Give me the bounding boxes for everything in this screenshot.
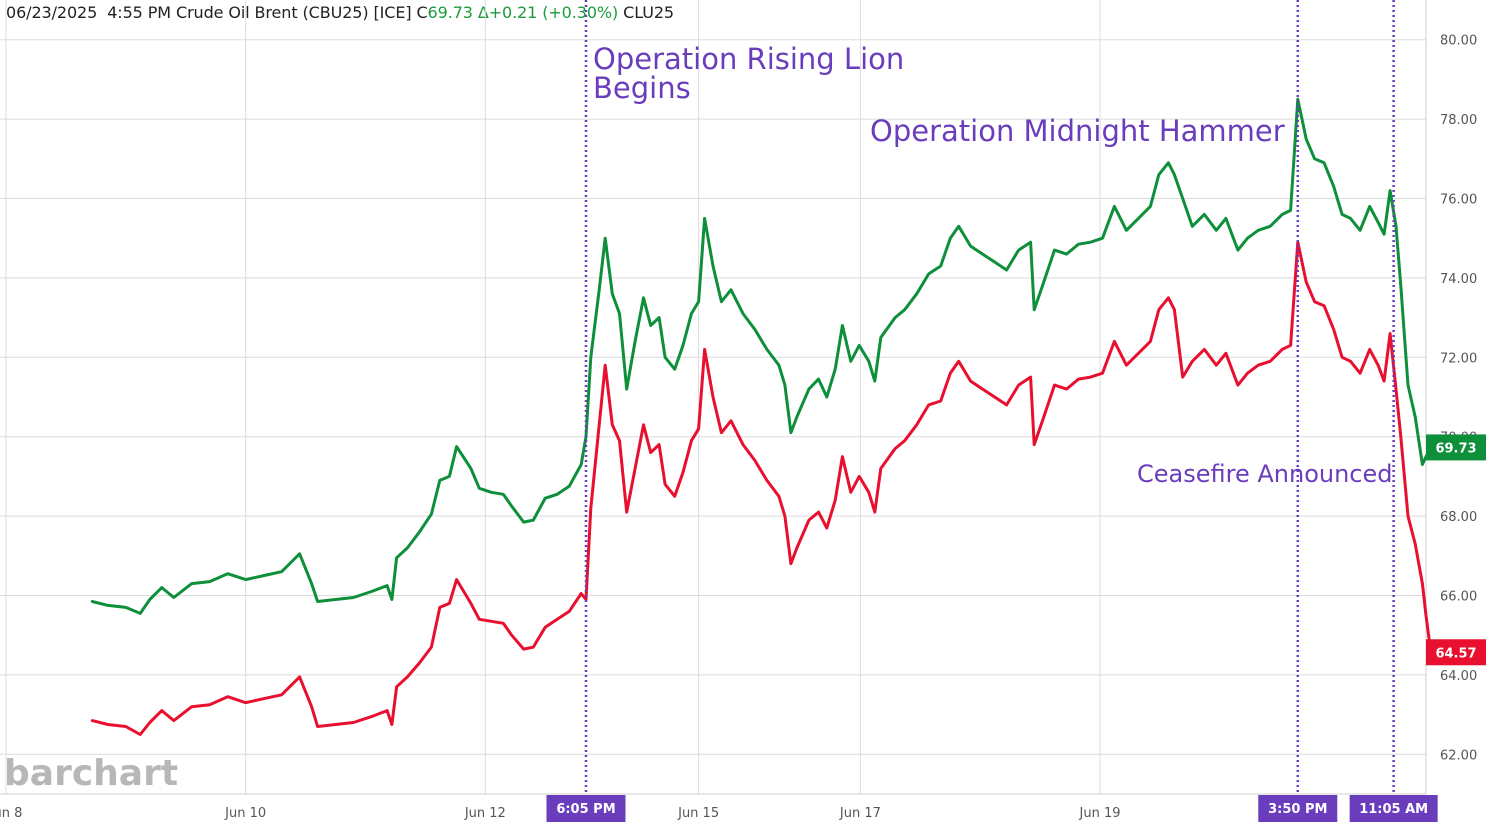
chart-header: 06/23/2025 4:55 PM Crude Oil Brent (CBU2…: [6, 3, 674, 22]
header-symbol2: CLU25: [623, 3, 675, 22]
y-axis: 62.0064.0066.0068.0070.0072.0074.0076.00…: [1425, 0, 1477, 794]
event-time-tag: [1349, 795, 1438, 822]
header-instrument: Crude Oil Brent (CBU25) [ICE]: [176, 3, 412, 22]
header-close-label: C: [416, 3, 428, 22]
header-change: Δ+0.21 (+0.30%): [477, 3, 619, 22]
x-axis: Jun 8 Jun 10 Jun 12 Jun 15 Jun 17 Jun 19: [0, 793, 1426, 821]
annotation-ceasefire: Ceasefire Announced: [1137, 460, 1393, 488]
y-tick-label: 72.00: [1440, 351, 1477, 366]
x-tick-label: Jun 10: [224, 806, 266, 821]
last-value-label-clu25: 64.57: [1435, 646, 1476, 661]
y-tick-label: 78.00: [1440, 113, 1477, 128]
last-value-tag-cbu25: [1426, 434, 1486, 461]
x-tick-label: Jun 15: [677, 806, 719, 821]
event-lines: 6:05 PM 3:50 PM 11:05 AM: [546, 0, 1438, 822]
series-line-cbu25: [90, 97, 1433, 615]
header-date: 06/23/2025: [6, 3, 98, 22]
x-tick-label: Jun 8: [0, 806, 22, 821]
last-value-tag-clu25: [1426, 639, 1486, 666]
header-close-value: 69.73: [427, 3, 473, 22]
event-time-label: 3:50 PM: [1268, 802, 1327, 817]
x-tick-label: Jun 19: [1079, 806, 1121, 821]
event-time-tag: [1258, 795, 1338, 822]
x-tick-label: Jun 12: [464, 806, 506, 821]
event-time-label: 6:05 PM: [556, 802, 615, 817]
annotation-rising-lion-line1: Operation Rising Lion: [593, 42, 904, 76]
y-tick-label: 66.00: [1440, 590, 1477, 605]
y-tick-label: 62.00: [1440, 748, 1477, 763]
event-time-tag: [546, 795, 626, 822]
y-tick-label: 80.00: [1440, 34, 1477, 49]
y-tick-label: 64.00: [1440, 669, 1477, 684]
x-tick-label: Jun 17: [839, 806, 881, 821]
annotation-rising-lion-line2: Begins: [593, 71, 691, 105]
last-value-tags: 69.73 64.57: [1426, 434, 1486, 666]
last-value-label-cbu25: 69.73: [1435, 441, 1476, 456]
series-line-clu25: [90, 240, 1433, 736]
event-time-label: 11:05 AM: [1359, 802, 1428, 817]
barchart-logo: barchart: [4, 753, 178, 794]
annotation-midnight-hammer: Operation Midnight Hammer: [870, 114, 1285, 148]
y-tick-label: 68.00: [1440, 510, 1477, 525]
header-time: 4:55 PM: [107, 3, 171, 22]
series-lines: [90, 97, 1433, 736]
chart-grid: [0, 0, 1426, 794]
y-tick-label: 74.00: [1440, 272, 1477, 287]
y-tick-label: 76.00: [1440, 193, 1477, 208]
